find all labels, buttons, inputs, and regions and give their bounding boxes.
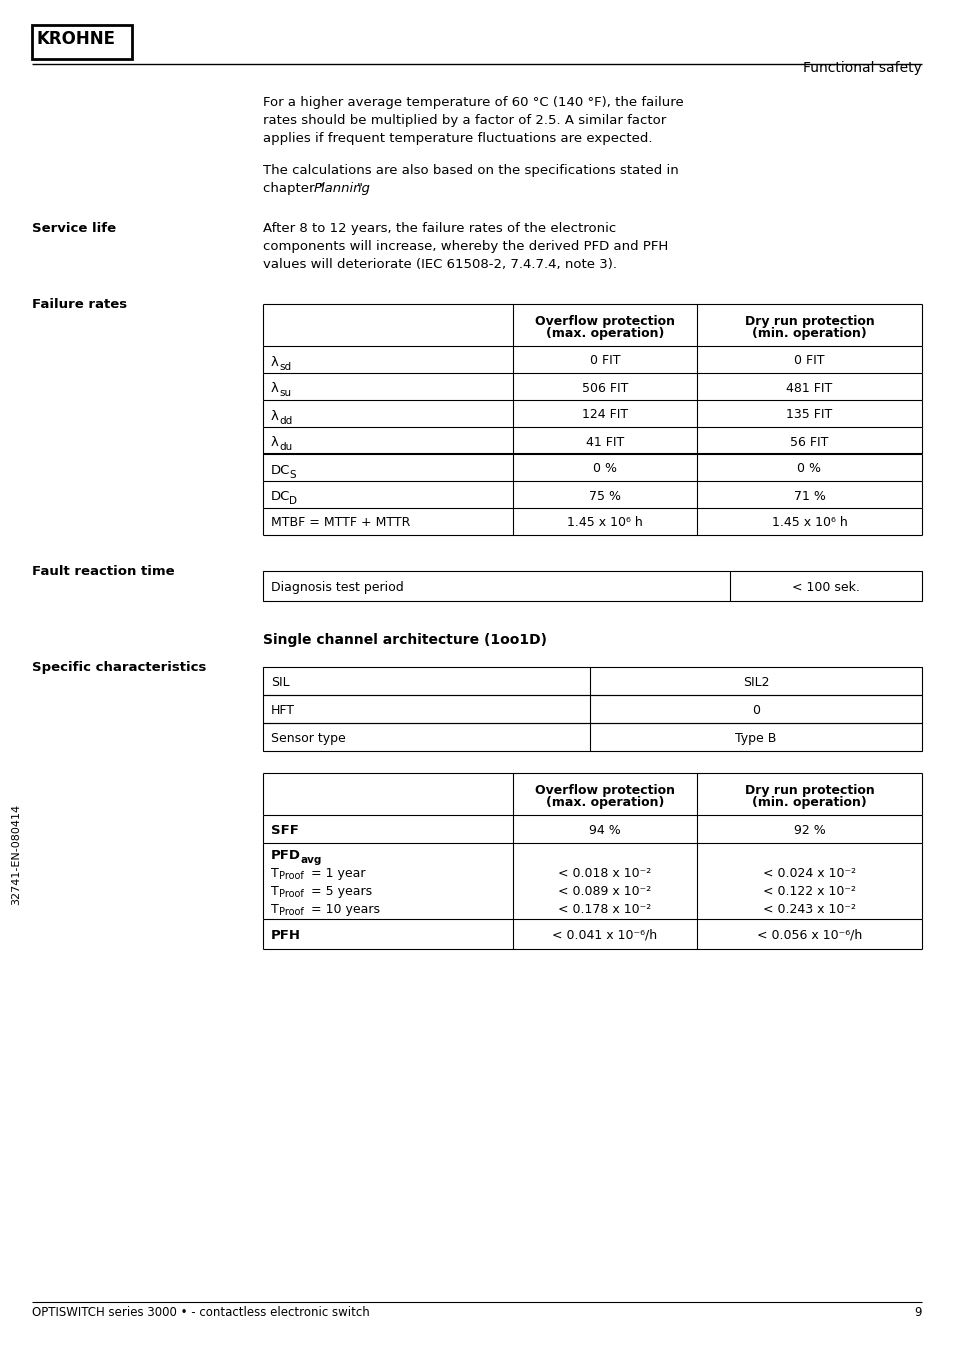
Text: DC: DC <box>271 463 290 477</box>
Text: Overflow protection: Overflow protection <box>535 784 675 798</box>
Text: PFH: PFH <box>271 929 301 942</box>
Text: PFD: PFD <box>271 849 301 862</box>
Text: Dry run protection: Dry run protection <box>744 315 874 328</box>
Text: λ: λ <box>271 382 278 395</box>
Text: 1.45 x 10⁶ h: 1.45 x 10⁶ h <box>566 516 642 529</box>
Text: values will deteriorate (IEC 61508-2, 7.4.7.4, note 3).: values will deteriorate (IEC 61508-2, 7.… <box>263 259 617 271</box>
Text: λ: λ <box>271 436 278 450</box>
Text: KROHNE: KROHNE <box>37 30 116 47</box>
Text: = 10 years: = 10 years <box>307 903 379 917</box>
Text: ".: ". <box>356 181 366 195</box>
Text: chapter ": chapter " <box>263 181 324 195</box>
Text: 9: 9 <box>914 1307 921 1319</box>
Text: S: S <box>289 470 295 479</box>
Text: su: su <box>278 389 291 398</box>
Text: 75 %: 75 % <box>588 490 620 502</box>
Text: 0 %: 0 % <box>797 463 821 475</box>
Text: sd: sd <box>278 362 291 371</box>
Text: Planning: Planning <box>314 181 370 195</box>
Text: 506 FIT: 506 FIT <box>581 382 627 394</box>
Text: (min. operation): (min. operation) <box>751 328 866 340</box>
Text: 135 FIT: 135 FIT <box>785 409 832 421</box>
Text: Failure rates: Failure rates <box>32 298 127 311</box>
Text: λ: λ <box>271 409 278 422</box>
Text: For a higher average temperature of 60 °C (140 °F), the failure: For a higher average temperature of 60 °… <box>263 96 683 110</box>
Bar <box>263 723 921 751</box>
Text: Single channel architecture (1oo1D): Single channel architecture (1oo1D) <box>263 634 546 647</box>
Text: < 0.024 x 10⁻²: < 0.024 x 10⁻² <box>762 867 855 880</box>
Text: T: T <box>271 903 278 917</box>
Text: < 0.041 x 10⁻⁶/h: < 0.041 x 10⁻⁶/h <box>552 929 657 942</box>
Text: 32741-EN-080414: 32741-EN-080414 <box>11 803 21 904</box>
Text: After 8 to 12 years, the failure rates of the electronic: After 8 to 12 years, the failure rates o… <box>263 222 616 236</box>
Text: Overflow protection: Overflow protection <box>535 315 675 328</box>
Text: < 0.122 x 10⁻²: < 0.122 x 10⁻² <box>762 886 855 898</box>
Text: du: du <box>278 443 292 452</box>
Text: = 1 year: = 1 year <box>307 867 365 880</box>
Text: 0 FIT: 0 FIT <box>794 355 824 367</box>
Text: < 0.056 x 10⁻⁶/h: < 0.056 x 10⁻⁶/h <box>756 929 862 942</box>
Text: Functional safety: Functional safety <box>802 61 921 74</box>
Text: < 0.018 x 10⁻²: < 0.018 x 10⁻² <box>558 867 651 880</box>
Text: < 0.089 x 10⁻²: < 0.089 x 10⁻² <box>558 886 651 898</box>
Text: Dry run protection: Dry run protection <box>744 784 874 798</box>
Text: SIL: SIL <box>271 676 290 689</box>
Text: 0 FIT: 0 FIT <box>589 355 619 367</box>
Text: dd: dd <box>278 416 292 425</box>
Text: Sensor type: Sensor type <box>271 733 345 745</box>
Text: 0 %: 0 % <box>593 463 617 475</box>
Text: 94 %: 94 % <box>589 825 620 837</box>
Text: 481 FIT: 481 FIT <box>785 382 832 394</box>
Text: 124 FIT: 124 FIT <box>581 409 627 421</box>
Text: < 0.178 x 10⁻²: < 0.178 x 10⁻² <box>558 903 651 917</box>
Text: MTBF = MTTF + MTTR: MTBF = MTTF + MTTR <box>271 516 410 529</box>
Text: < 0.243 x 10⁻²: < 0.243 x 10⁻² <box>762 903 855 917</box>
Text: OPTISWITCH series 3000 • - contactless electronic switch: OPTISWITCH series 3000 • - contactless e… <box>32 1307 370 1319</box>
Text: < 100 sek.: < 100 sek. <box>791 581 859 594</box>
Text: SIL2: SIL2 <box>742 676 768 689</box>
Text: The calculations are also based on the specifications stated in: The calculations are also based on the s… <box>263 164 678 177</box>
Text: (min. operation): (min. operation) <box>751 796 866 808</box>
Bar <box>263 695 921 723</box>
Text: 71 %: 71 % <box>793 490 824 502</box>
Text: Proof: Proof <box>278 871 303 881</box>
Text: Fault reaction time: Fault reaction time <box>32 565 174 578</box>
Bar <box>263 571 921 601</box>
Text: avg: avg <box>301 854 322 865</box>
Bar <box>263 668 921 695</box>
Text: 56 FIT: 56 FIT <box>789 436 828 448</box>
Text: = 5 years: = 5 years <box>307 886 372 898</box>
Text: D: D <box>289 497 296 506</box>
Text: components will increase, whereby the derived PFD and PFH: components will increase, whereby the de… <box>263 240 667 253</box>
Text: SFF: SFF <box>271 825 298 837</box>
Text: 41 FIT: 41 FIT <box>585 436 623 448</box>
Text: 1.45 x 10⁶ h: 1.45 x 10⁶ h <box>771 516 846 529</box>
Text: λ: λ <box>271 356 278 368</box>
Text: T: T <box>271 886 278 898</box>
Text: Service life: Service life <box>32 222 116 236</box>
Bar <box>32 24 132 60</box>
Text: 0: 0 <box>751 704 760 718</box>
Text: rates should be multiplied by a factor of 2.5. A similar factor: rates should be multiplied by a factor o… <box>263 114 665 127</box>
Text: 92 %: 92 % <box>793 825 824 837</box>
Text: Proof: Proof <box>278 890 303 899</box>
Text: DC: DC <box>271 490 290 504</box>
Text: Proof: Proof <box>278 907 303 917</box>
Text: HFT: HFT <box>271 704 294 718</box>
Text: applies if frequent temperature fluctuations are expected.: applies if frequent temperature fluctuat… <box>263 131 652 145</box>
Text: (max. operation): (max. operation) <box>545 328 663 340</box>
Text: Diagnosis test period: Diagnosis test period <box>271 581 403 594</box>
Text: T: T <box>271 867 278 880</box>
Text: (max. operation): (max. operation) <box>545 796 663 808</box>
Text: Type B: Type B <box>735 733 776 745</box>
Text: Specific characteristics: Specific characteristics <box>32 661 206 674</box>
